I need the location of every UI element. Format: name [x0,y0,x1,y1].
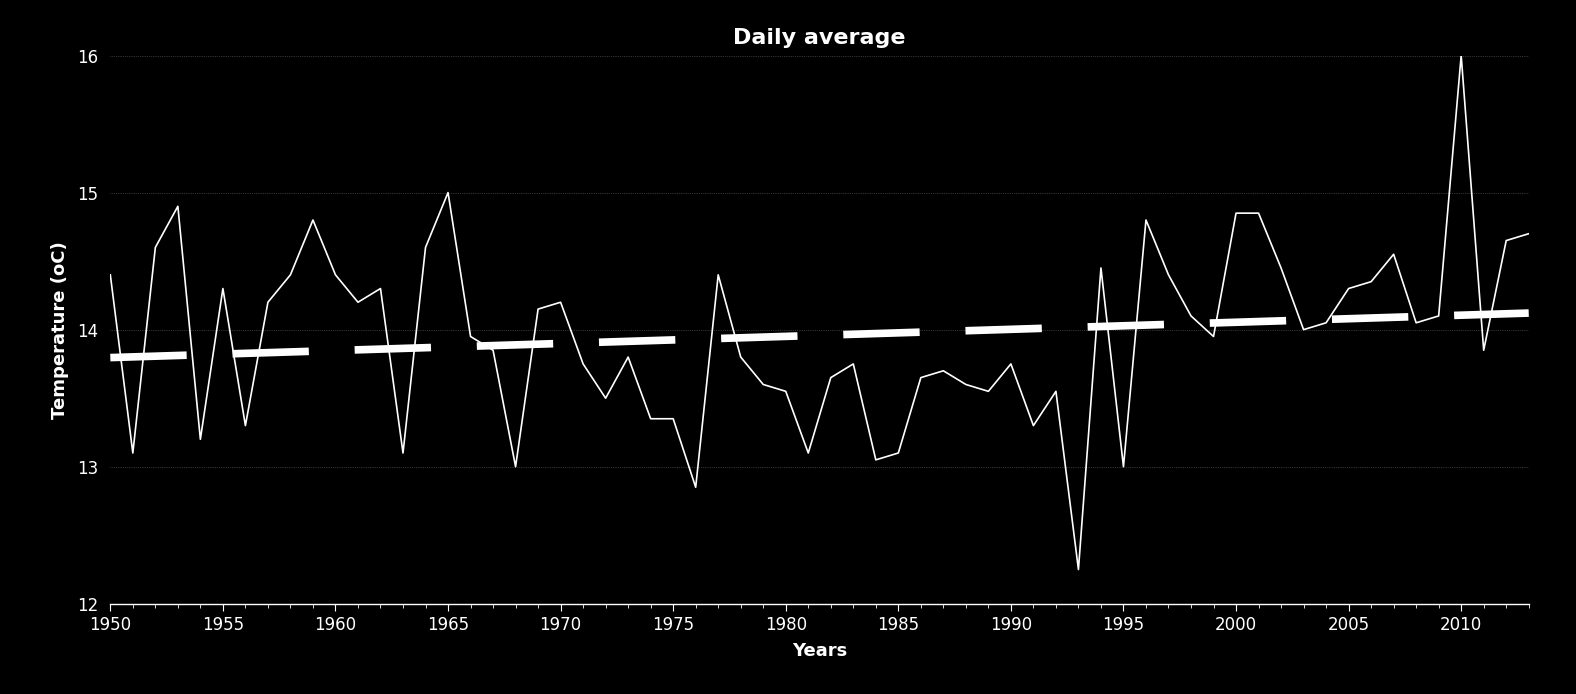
X-axis label: Years: Years [791,642,848,660]
Y-axis label: Temperature (oC): Temperature (oC) [50,241,69,418]
Title: Daily average: Daily average [733,28,906,49]
